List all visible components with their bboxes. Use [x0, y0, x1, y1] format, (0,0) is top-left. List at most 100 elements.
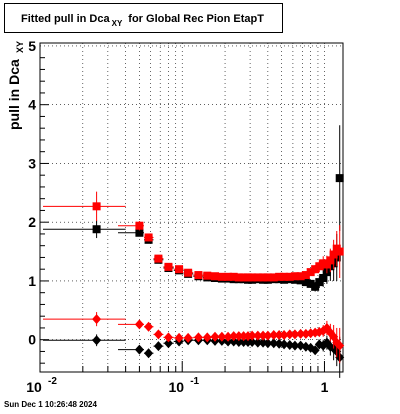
y-tick-label: 0 [28, 332, 36, 348]
data-point [296, 328, 306, 339]
data-point [202, 332, 212, 343]
data-point [229, 336, 239, 347]
data-point [335, 340, 345, 351]
y-tick-label: 2 [28, 214, 36, 230]
data-point [229, 331, 239, 342]
data-point [184, 268, 193, 277]
series-2 [43, 334, 345, 378]
data-point [290, 329, 300, 340]
data-point [234, 331, 244, 342]
data-point [310, 345, 320, 356]
data-point [174, 332, 184, 343]
series-3 [43, 312, 345, 364]
data-point [274, 329, 284, 340]
data-point [296, 272, 305, 281]
data-point [247, 330, 257, 341]
data-point [311, 282, 320, 291]
y-axis-title-subscript: XY [15, 41, 25, 53]
x-tick-label: 10 [168, 379, 184, 395]
data-point [243, 273, 252, 282]
data-point [135, 221, 144, 230]
title-rest: for Global Rec Pion EtapT [128, 13, 264, 25]
data-point [135, 228, 144, 237]
y-axis-title: pull in Dca [6, 59, 22, 130]
data-point [175, 265, 184, 274]
data-point [253, 273, 262, 282]
data-point [164, 262, 173, 271]
data-point [229, 272, 238, 281]
data-point [285, 272, 294, 281]
data-point [335, 174, 344, 183]
data-point [296, 276, 305, 285]
data-point [193, 332, 203, 343]
data-point [263, 338, 273, 349]
title-main: Fitted pull in Dca [21, 13, 110, 25]
title-subscript: XY [111, 19, 123, 28]
data-point [279, 339, 289, 350]
plot-frame [39, 42, 344, 373]
data-point [153, 329, 163, 340]
data-point [301, 271, 310, 280]
data-point [224, 272, 233, 281]
data-point [280, 272, 289, 281]
data-point [153, 341, 163, 352]
series-1 [43, 191, 344, 282]
x-tick-label-exponent: -1 [190, 376, 199, 387]
data-point [269, 329, 279, 340]
data-point [253, 337, 263, 348]
data-point [319, 274, 328, 282]
data-point [290, 272, 299, 281]
data-point [279, 329, 289, 340]
data-point [217, 272, 226, 281]
data-point [217, 331, 227, 342]
data-point [259, 273, 268, 282]
data-point [290, 340, 300, 351]
data-point [329, 250, 338, 259]
data-point [223, 331, 233, 342]
data-point [234, 273, 243, 282]
data-point [144, 348, 154, 359]
data-point [92, 202, 101, 211]
data-point [211, 272, 220, 281]
data-point [322, 260, 331, 269]
data-point [163, 332, 173, 343]
y-tick-label: 3 [28, 155, 36, 171]
data-point [203, 271, 212, 280]
data-point [326, 256, 335, 265]
data-point [275, 272, 284, 281]
data-point [92, 335, 102, 346]
data-point [92, 314, 102, 325]
data-point [253, 330, 263, 341]
data-point [335, 247, 344, 256]
x-tick-label-exponent: -2 [48, 376, 57, 387]
data-point [92, 225, 101, 234]
x-tick-label: 1 [321, 379, 329, 395]
chart: 0 1 2 3 4 5 10 -2 10 -1 1 pT/|q| (GeV/c) pull in Dca… [6, 38, 345, 400]
data-point [210, 331, 220, 342]
data-point [315, 278, 324, 287]
data-point [163, 338, 173, 349]
data-point [269, 273, 278, 282]
data-point [144, 233, 153, 242]
data-point [311, 265, 320, 274]
x-axis-title: pT/|q| (GeV/c) [248, 397, 338, 400]
data-point [154, 254, 163, 263]
data-point [194, 271, 203, 280]
y-tick-label: 4 [28, 97, 36, 113]
title-box: Fitted pull in Dca XY for Global Rec Pion … [4, 3, 283, 33]
data-point [285, 329, 295, 340]
series-0 [43, 125, 344, 292]
y-tick-label: 5 [28, 38, 36, 54]
data-point [258, 330, 268, 341]
data-point [134, 344, 144, 355]
x-tick-label: 10 [26, 379, 42, 395]
data-point [306, 268, 315, 277]
data-point [263, 273, 272, 282]
data-point [134, 319, 144, 330]
data-point [306, 279, 315, 288]
data-point [234, 337, 244, 348]
timestamp: Sun Dec 1 10:26:48 2024 [4, 400, 97, 409]
y-tick-label: 1 [28, 273, 36, 289]
data-point [269, 338, 279, 349]
data-point [248, 273, 257, 282]
